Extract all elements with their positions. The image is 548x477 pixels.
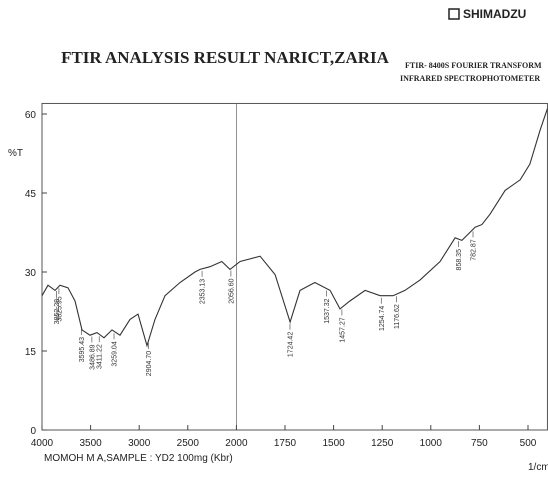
peak-label: 1724.42 — [287, 332, 294, 357]
peak-label: 2056.60 — [228, 278, 235, 303]
x-tick-label: 750 — [471, 438, 488, 449]
y-tick-label: 30 — [25, 268, 37, 279]
x-tick-label: 500 — [520, 438, 537, 449]
peak-label: 858.35 — [456, 249, 463, 271]
y-axis-label: %T — [8, 148, 23, 159]
spectrum-line — [41, 108, 548, 348]
x-tick-label: 1750 — [274, 438, 297, 449]
x-tick-label: 2500 — [177, 438, 200, 449]
instrument-line: FTIR- 8400S FOURIER TRANSFORM — [405, 61, 542, 70]
x-tick-label: 3500 — [79, 438, 102, 449]
peak-label: 3595.43 — [79, 337, 86, 362]
x-tick-label: 2000 — [225, 438, 248, 449]
peak-label: 3825.95 — [56, 296, 63, 321]
x-tick-label: 1500 — [322, 438, 345, 449]
y-tick-label: 0 — [30, 426, 36, 437]
brand: SHIMADZU — [463, 7, 526, 21]
peak-label: 3852.28 — [54, 299, 61, 324]
brand-icon — [448, 8, 460, 20]
peak-label: 1537.32 — [324, 298, 331, 323]
peak-label: 2904.70 — [146, 351, 153, 376]
y-tick-label: 15 — [25, 347, 37, 358]
x-axis-label: 1/cm — [528, 462, 548, 473]
x-tick-label: 1000 — [420, 438, 443, 449]
peak-label: 1254.74 — [379, 306, 386, 331]
x-tick-label: 1250 — [371, 438, 394, 449]
y-tick-label: 60 — [25, 110, 37, 121]
peak-label: 3411.22 — [97, 344, 104, 369]
peak-label: 1176.62 — [394, 304, 401, 329]
peak-label: 2353.13 — [200, 279, 207, 304]
y-tick-label: 45 — [25, 189, 37, 200]
peak-label: 3486.89 — [89, 344, 96, 369]
chart-title: FTIR ANALYSIS RESULT NARICT,ZARIA — [61, 48, 390, 67]
peak-label: 782.87 — [471, 239, 478, 261]
plot-frame — [41, 102, 548, 431]
x-tick-label: 4000 — [31, 438, 54, 449]
x-tick-label: 3000 — [128, 438, 151, 449]
peak-label: 1457.27 — [339, 317, 346, 342]
peak-label: 3259.04 — [112, 341, 119, 366]
instrument-line: INFRARED SPECTROPHOTOMETER — [400, 74, 540, 83]
sample-label: MOMOH M A,SAMPLE : YD2 100mg (Kbr) — [44, 453, 233, 464]
